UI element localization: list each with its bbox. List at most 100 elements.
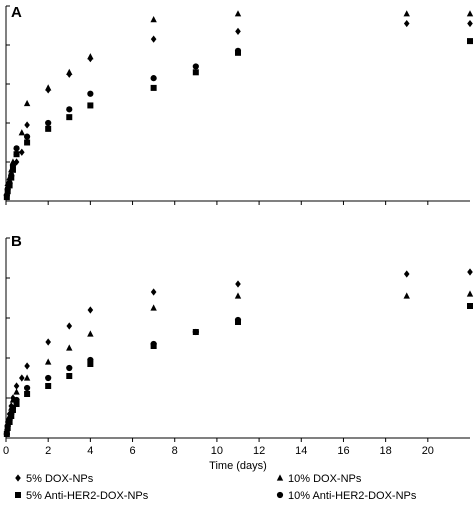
x-tick-label: 8	[172, 445, 178, 457]
panel-b-square-point	[66, 373, 73, 379]
panel-b-circle-point	[150, 340, 157, 348]
panel-b-triangle-point	[234, 292, 242, 299]
panel-b-diamond-point	[24, 362, 30, 370]
x-axis-tick-labels: 0 2 4 6 8 10 12 14 16 18 20	[3, 445, 434, 457]
panel-b-triangle-point	[87, 330, 94, 337]
legend-item: 10% Anti-HER2-DOX-NPs	[276, 490, 417, 502]
panel-b-diamond-point	[87, 306, 94, 314]
panel-a-series-triangle	[3, 10, 474, 196]
panel-b-triangle-point	[44, 358, 52, 365]
panel-b-series-circle	[3, 316, 242, 438]
panel-a-triangle-point	[44, 84, 52, 91]
x-tick-label: 12	[253, 445, 265, 457]
panel-a: A	[3, 4, 474, 205]
panel-b-diamond-point	[45, 338, 51, 346]
panel-a-circle-point	[13, 145, 20, 152]
legend-square-icon	[15, 492, 21, 498]
panel-a-triangle-point	[403, 10, 410, 17]
panel-b-triangle-point	[466, 290, 474, 297]
panel-a-diamond-point	[24, 121, 30, 129]
panel-a-circle-point	[6, 180, 13, 187]
panel-b-triangle-point	[403, 292, 410, 299]
legend-label: 5% Anti-HER2-DOX-NPs	[26, 490, 149, 502]
panel-b-square-point	[467, 303, 473, 309]
panel-b-square-point	[87, 361, 94, 367]
panel-b-triangle-point	[66, 344, 73, 351]
panel-a-triangle-point	[466, 10, 474, 17]
panel-a-diamond-point	[235, 27, 241, 35]
panel-b: B	[3, 233, 474, 442]
panel-b-circle-point	[66, 364, 73, 372]
panel-a-diamond-point	[467, 19, 473, 28]
panel-a-square-point	[150, 84, 157, 91]
panel-b-diamond-point	[150, 288, 157, 296]
legend-item: 10% DOX-NPs	[276, 473, 362, 485]
panel-b-square-point	[45, 383, 52, 389]
panel-a-square-point	[66, 114, 73, 121]
panel-b-diamond-point	[467, 268, 473, 276]
panel-a-circle-point	[23, 133, 31, 140]
panel-a-circle-point	[234, 47, 242, 54]
panel-b-circle-point	[192, 328, 199, 336]
legend: 5% DOX-NPs 10% DOX-NPs 5% Anti-HER2-DOX-NP…	[15, 473, 417, 502]
legend-circle-icon	[276, 491, 284, 499]
panel-b-diamond-point	[19, 374, 25, 382]
panel-a-diamond-point	[403, 19, 410, 28]
panel-b-diamond-point	[13, 382, 20, 390]
x-tick-label: 14	[295, 445, 307, 457]
panel-a-series-square	[3, 38, 473, 201]
panel-b-circle-point	[23, 384, 31, 392]
panel-a-triangle-point	[18, 129, 26, 136]
panel-b-circle-point	[4, 422, 11, 430]
panel-b-letter: B	[11, 233, 22, 250]
panel-a-circle-point	[3, 192, 10, 199]
panel-b-square-point	[24, 391, 31, 397]
panel-b-circle-point	[87, 356, 94, 364]
panel-a-triangle-point	[23, 99, 31, 107]
x-axis-title: Time (days)	[209, 460, 267, 472]
panel-a-square-point	[45, 125, 52, 132]
legend-diamond-icon	[15, 474, 21, 482]
panel-a-square-point	[467, 38, 473, 45]
panel-a-circle-point	[150, 75, 157, 82]
panel-b-triangle-point	[23, 374, 31, 381]
panel-a-triangle-point	[87, 53, 94, 60]
panel-b-circle-point	[45, 374, 52, 382]
panel-a-triangle-point	[66, 68, 73, 75]
panel-b-circle-point	[3, 430, 10, 438]
legend-label: 10% DOX-NPs	[288, 473, 362, 485]
panel-b-diamond-point	[66, 322, 73, 330]
panel-b-triangle-point	[13, 388, 20, 395]
legend-label: 5% DOX-NPs	[26, 473, 94, 485]
panel-a-triangle-point	[150, 16, 157, 23]
panel-a-series-circle	[3, 47, 242, 199]
panel-a-square-point	[24, 139, 31, 146]
panel-b-circle-point	[8, 410, 15, 418]
legend-label: 10% Anti-HER2-DOX-NPs	[288, 490, 417, 502]
x-tick-label: 0	[3, 445, 9, 457]
panel-b-series-square	[3, 303, 473, 437]
legend-item: 5% DOX-NPs	[15, 473, 94, 485]
panel-a-circle-point	[8, 172, 15, 179]
panel-a-diamond-point	[150, 35, 157, 43]
panel-b-diamond-point	[235, 280, 241, 288]
panel-a-circle-point	[45, 119, 52, 127]
x-tick-label: 4	[87, 445, 93, 457]
panel-a-square-point	[87, 102, 94, 109]
panel-a-square-point	[192, 69, 199, 76]
panel-a-triangle-point	[9, 158, 17, 165]
panel-b-circle-point	[234, 316, 242, 324]
panel-a-circle-point	[66, 106, 73, 113]
panel-b-circle-point	[6, 416, 13, 424]
panel-b-circle-point	[9, 404, 17, 412]
x-tick-label: 16	[337, 445, 349, 457]
x-tick-label: 2	[45, 445, 51, 457]
panel-a-circle-point	[4, 186, 11, 193]
panel-b-square-point	[13, 401, 20, 407]
panel-b-triangle-point	[150, 304, 157, 311]
legend-item: 5% Anti-HER2-DOX-NPs	[15, 490, 149, 502]
panel-a-circle-point	[9, 162, 17, 169]
panel-b-diamond-point	[403, 270, 410, 278]
panel-a-circle-point	[192, 63, 199, 70]
